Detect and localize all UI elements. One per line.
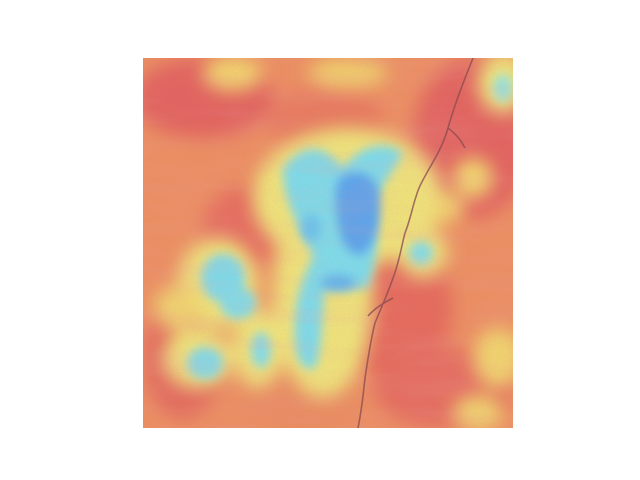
heatmap-svg [143,58,513,428]
heatmap-overlay-image [143,58,513,428]
crack-lines [357,58,474,428]
grain-texture [143,58,513,428]
